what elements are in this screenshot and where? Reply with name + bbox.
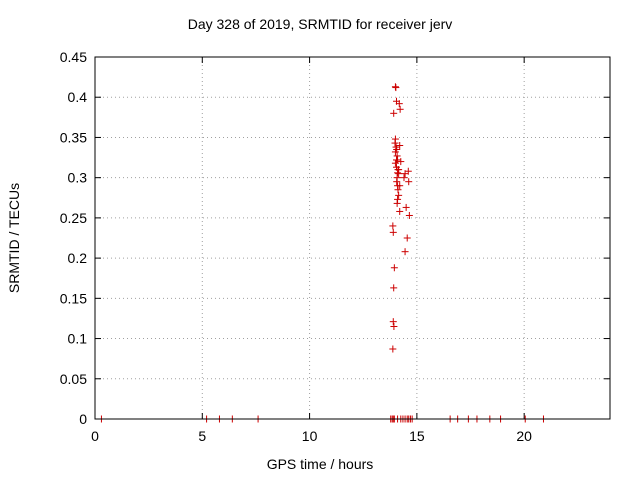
data-point [390,109,398,117]
data-point [396,207,404,215]
data-point [392,84,400,92]
data-point [405,178,413,186]
chart-title: Day 328 of 2019, SRMTID for receiver jer… [187,16,453,32]
x-tick-label: 0 [91,428,99,444]
data-point [396,182,404,190]
axis-ticks: 0 5 10 15 20 0 0.05 0.1 0.15 0.2 0.25 0.3 0.35 0.4 0.4… [60,49,610,444]
y-tick-label: 0.2 [68,250,88,266]
data-point [400,174,408,182]
data-point [390,322,398,330]
data-point [403,234,411,242]
data-point [404,167,412,175]
data-point [391,148,399,156]
y-axis-label: SRMTID / TECUs [6,182,22,294]
data-point [389,222,397,230]
plot-border [94,56,611,420]
data-point [390,284,398,292]
data-point [395,166,403,174]
x-tick-label: 20 [516,428,532,444]
data-point [389,345,397,353]
y-tick-label: 0.3 [68,170,88,186]
x-axis-label: GPS time / hours [266,456,374,472]
y-tick-label: 0 [79,411,87,427]
data-point [401,248,409,256]
y-tick-label: 0.4 [68,89,88,105]
data-point [394,186,402,194]
data-point [390,264,398,272]
data-point [395,100,403,108]
data-point [397,158,405,166]
grid-lines [95,57,610,419]
y-tick-label: 0.45 [60,49,87,65]
data-point [402,203,410,211]
y-tick-label: 0.25 [60,210,87,226]
data-point [391,139,399,147]
x-tick-label: 5 [198,428,206,444]
data-point [389,228,397,236]
x-tick-label: 15 [409,428,425,444]
y-tick-label: 0.35 [60,129,87,145]
data-points [97,83,547,423]
data-point [396,141,404,149]
x-tick-label: 10 [302,428,318,444]
data-point [393,199,401,207]
data-point [391,159,399,167]
data-point [396,105,404,113]
data-point [389,318,397,326]
data-point [395,191,403,199]
y-tick-label: 0.05 [60,371,87,387]
data-point [405,211,413,219]
data-point [393,178,401,186]
y-tick-label: 0.1 [68,331,88,347]
y-tick-label: 0.15 [60,290,87,306]
